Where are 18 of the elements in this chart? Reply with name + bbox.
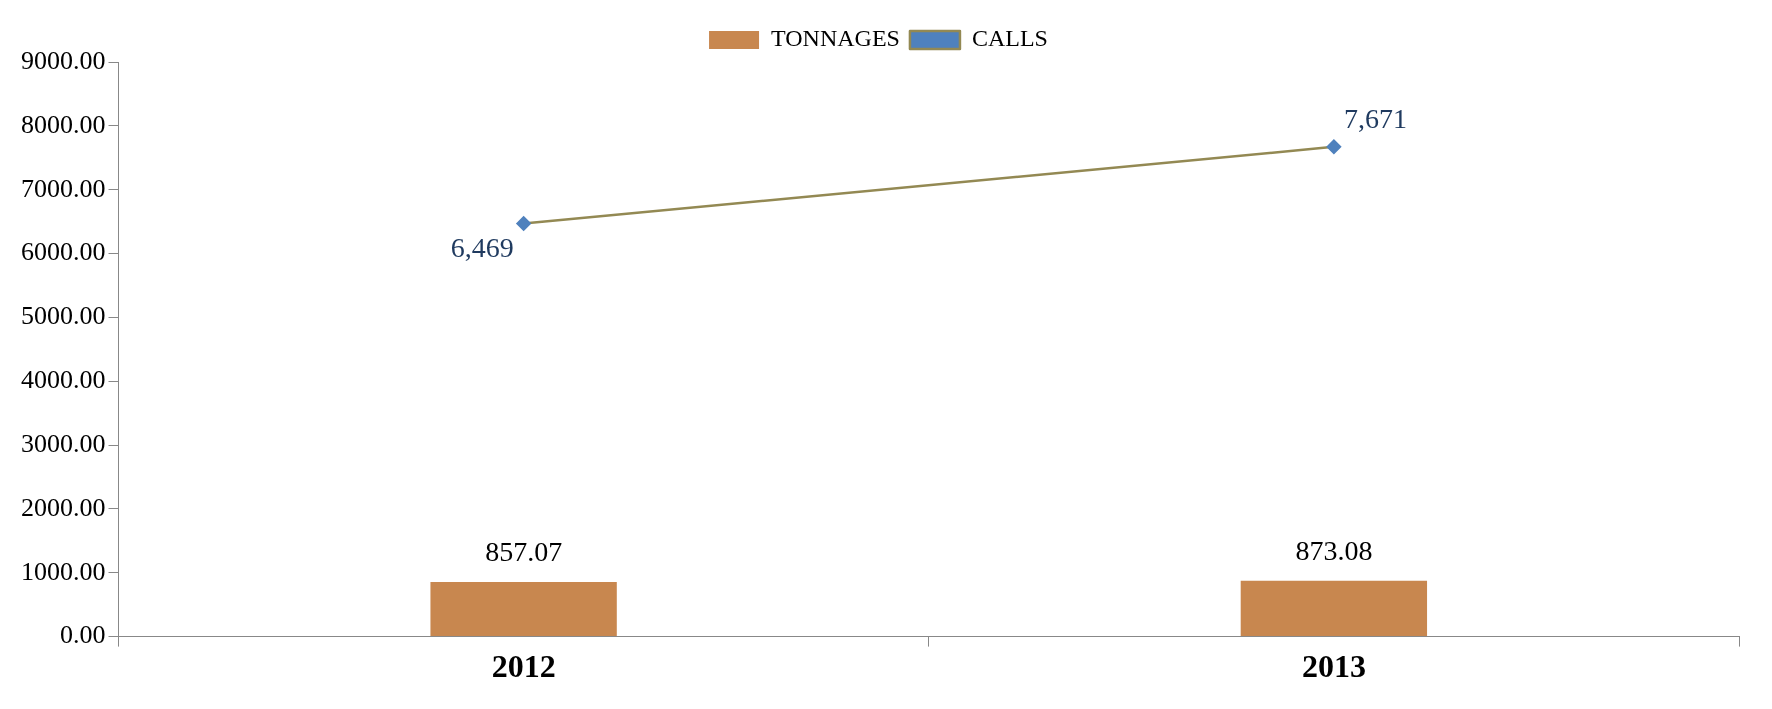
y-tick-label: 7000.00 <box>21 173 106 203</box>
data-label: 6,469 <box>450 231 514 263</box>
data-label: 857.07 <box>485 536 563 568</box>
y-tick-label: 5000.00 <box>21 301 106 331</box>
y-tick-label: 1000.00 <box>21 556 106 586</box>
legend-label: CALLS <box>971 25 1048 52</box>
data-label: 7,671 <box>1343 103 1407 135</box>
legend-label: TONNAGES <box>771 25 900 52</box>
x-tick-label: 2012 <box>491 648 556 685</box>
y-tick-label: 0.00 <box>60 620 106 650</box>
y-tick-label: 8000.00 <box>21 109 106 139</box>
x-tick-label: 2013 <box>1301 648 1366 685</box>
y-tick-label: 4000.00 <box>21 365 106 395</box>
y-tick-label: 9000.00 <box>21 45 106 75</box>
data-label: 873.08 <box>1295 535 1373 567</box>
y-tick-label: 3000.00 <box>21 428 106 458</box>
y-tick-label: 2000.00 <box>21 492 106 522</box>
y-tick-label: 6000.00 <box>21 237 106 267</box>
